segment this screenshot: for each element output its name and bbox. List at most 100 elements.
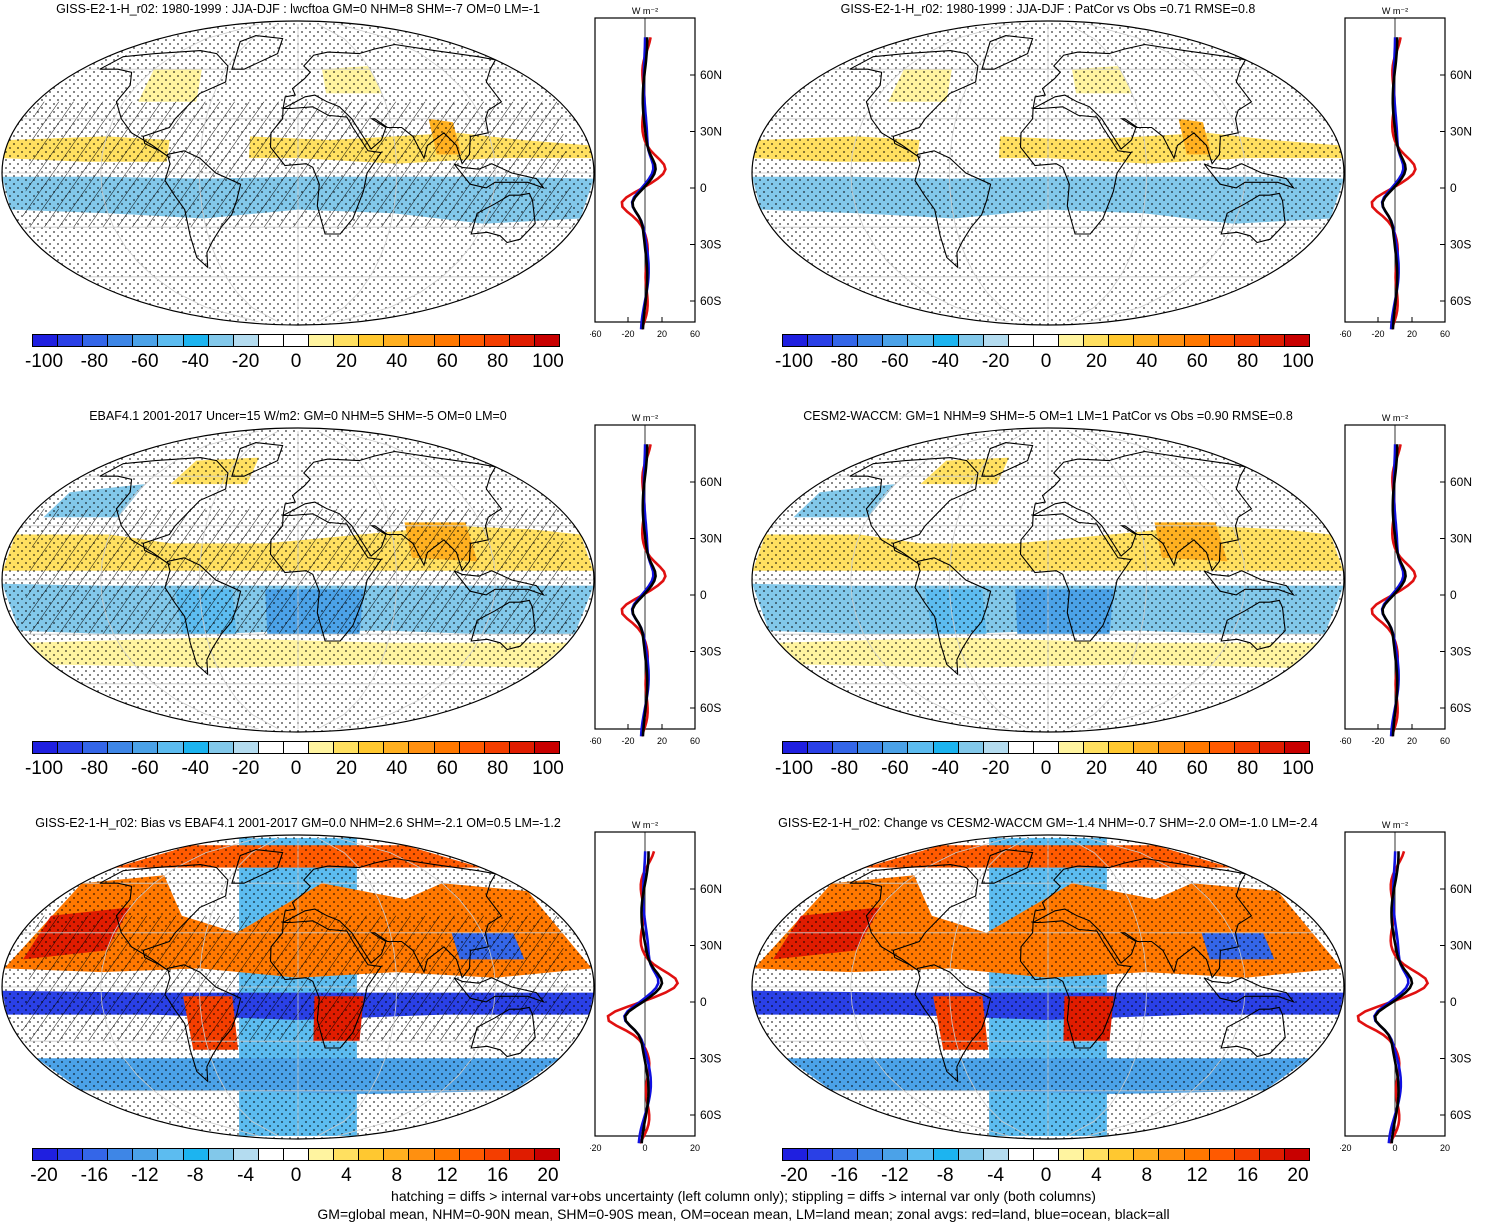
cbar-label: 20	[1085, 351, 1107, 372]
colorbar-swatch	[1209, 1149, 1235, 1160]
zonal-lat-label: 30S	[700, 1052, 721, 1066]
colorbar: -100 -80 -60 -40 -20 0 20 40 60 80 100	[25, 741, 564, 783]
colorbar-swatch	[384, 742, 410, 753]
colorbar-swatch	[883, 335, 909, 346]
colorbar-swatch	[384, 335, 410, 346]
colorbar-swatch	[1284, 1149, 1309, 1160]
colorbar-swatch	[1109, 1149, 1135, 1160]
cbar-label: 8	[1141, 1165, 1153, 1186]
colorbar-swatch	[258, 1149, 284, 1160]
cbar-label: 20	[335, 758, 357, 779]
footnote-hatching: hatching = diffs > internal var+obs unce…	[391, 1188, 1096, 1204]
colorbar-boxes	[782, 334, 1310, 347]
colorbar-swatch	[1234, 1149, 1260, 1160]
colorbar-swatch	[833, 335, 859, 346]
zonal-curve	[1373, 851, 1414, 1144]
cbar-label: -100	[24, 351, 64, 372]
colorbar-swatch	[1084, 335, 1110, 346]
colorbar-swatch	[33, 742, 59, 753]
zonal-lat-label: 30N	[1450, 532, 1472, 546]
colorbar-swatch	[108, 742, 134, 753]
cbar-label: 20	[537, 1165, 559, 1186]
world-map	[751, 834, 1345, 1140]
cbar-label: 4	[1091, 1165, 1102, 1186]
cbar-label: 60	[436, 351, 458, 372]
zonal-lat-label: 60S	[700, 1108, 721, 1122]
panel-p5: GISS-E2-1-H_r02: Bias vs EBAF4.1 2001-20…	[0, 814, 740, 1214]
colorbar-swatch	[258, 742, 284, 753]
cbar-label: 12	[436, 1165, 458, 1186]
colorbar-swatch	[908, 1149, 934, 1160]
zonal-x-tick-label: -20	[621, 329, 634, 339]
colorbar-swatch	[808, 742, 834, 753]
colorbar-swatch	[283, 335, 310, 346]
colorbar-swatch	[158, 1149, 184, 1160]
colorbar-swatch	[908, 742, 934, 753]
zonal-x-tick-label: 60	[1440, 736, 1450, 746]
colorbar-swatch	[359, 1149, 385, 1160]
zonal-lat-label: 0	[1450, 588, 1457, 602]
colorbar-swatch	[534, 1149, 559, 1160]
cbar-label: -20	[981, 351, 1010, 372]
cbar-label: -20	[231, 758, 260, 779]
colorbar-swatch	[309, 1149, 335, 1160]
colorbar-swatch	[1184, 742, 1210, 753]
colorbar-swatch	[409, 742, 435, 753]
cbar-label: -60	[131, 758, 159, 779]
cbar-label: -40	[931, 351, 959, 372]
colorbar-swatch	[833, 1149, 859, 1160]
colorbar-swatch	[509, 742, 535, 753]
colorbar-swatch	[1234, 742, 1260, 753]
colorbar-swatch	[484, 335, 510, 346]
zonal-lat-label: 30S	[1450, 238, 1471, 252]
colorbar-swatch	[983, 1149, 1009, 1160]
zonal-lat-label: 30N	[1450, 939, 1472, 953]
colorbar-swatch	[883, 742, 909, 753]
colorbar-swatch	[334, 1149, 360, 1160]
zonal-lat-label: 0	[700, 995, 707, 1009]
colorbar-swatch	[33, 1149, 59, 1160]
colorbar-swatch	[1084, 1149, 1110, 1160]
colorbar: -100 -80 -60 -40 -20 0 20 40 60 80 100	[775, 741, 1314, 783]
zonal-lat-label: 0	[1450, 181, 1457, 195]
colorbar-swatch	[208, 335, 234, 346]
zonal-x-tick-label: 20	[1440, 1143, 1450, 1153]
colorbar-swatch	[908, 335, 934, 346]
colorbar-swatch	[1159, 1149, 1185, 1160]
colorbar-swatch	[1209, 742, 1235, 753]
zonal-unit-label: W m⁻²	[1382, 820, 1408, 830]
cbar-label: 16	[1237, 1165, 1259, 1186]
zonal-lat-label: 30S	[700, 645, 721, 659]
panel-p1: GISS-E2-1-H_r02: 1980-1999 : JJA-DJF : l…	[0, 0, 740, 400]
colorbar-swatch	[1109, 335, 1135, 346]
colorbar-swatch	[1259, 335, 1285, 346]
colorbar-boxes	[32, 741, 560, 754]
zonal-x-tick-label: -20	[1371, 736, 1384, 746]
zonal-x-tick-label: 0	[642, 1143, 647, 1153]
world-map	[751, 20, 1345, 326]
zonal-lat-label: 30N	[700, 125, 722, 139]
cbar-label: 8	[391, 1165, 403, 1186]
zonal-x-tick-label: -60	[590, 329, 602, 339]
world-map	[1, 427, 595, 733]
cbar-label: 16	[487, 1165, 509, 1186]
colorbar-swatch	[1209, 335, 1235, 346]
colorbar-swatch	[233, 1149, 259, 1160]
zonal-curve	[631, 37, 657, 330]
zonal-unit-label: W m⁻²	[1382, 6, 1408, 16]
cbar-label: 80	[487, 351, 509, 372]
colorbar-labels: -100 -80 -60 -40 -20 0 20 40 60 80 100	[775, 347, 1314, 373]
zonal-lat-label: 60S	[1450, 701, 1471, 715]
colorbar-swatch	[1184, 1149, 1210, 1160]
cbar-label: 0	[1040, 758, 1052, 779]
cbar-label: -80	[80, 351, 109, 372]
zonal-lat-label: 30S	[1450, 1052, 1471, 1066]
zonal-lat-label: 60N	[700, 68, 722, 82]
colorbar-swatch	[409, 1149, 435, 1160]
colorbar-swatch	[933, 742, 959, 753]
cbar-label: 20	[1287, 1165, 1309, 1186]
cbar-label: -8	[936, 1165, 954, 1186]
colorbar-swatch	[1159, 742, 1185, 753]
cbar-label: 80	[1237, 758, 1259, 779]
colorbar-swatch	[1059, 335, 1085, 346]
